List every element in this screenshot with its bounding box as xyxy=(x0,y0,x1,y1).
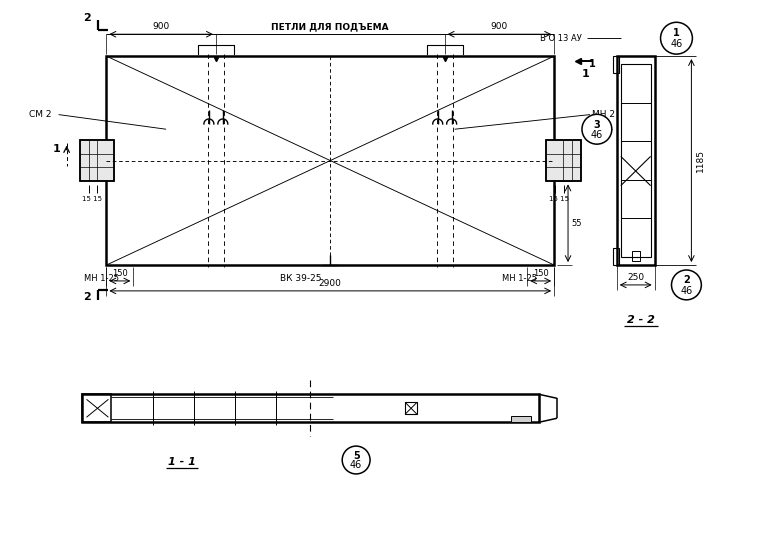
Bar xyxy=(79,140,115,182)
Bar xyxy=(79,140,115,182)
Text: 1: 1 xyxy=(53,143,60,154)
Text: 1 - 1: 1 - 1 xyxy=(168,457,196,467)
Text: 5: 5 xyxy=(353,451,360,461)
Bar xyxy=(621,64,651,257)
Text: 150: 150 xyxy=(112,269,128,278)
Text: 46: 46 xyxy=(680,286,692,295)
Bar xyxy=(82,395,539,422)
Text: 2: 2 xyxy=(683,275,690,286)
Text: ВК 39-25: ВК 39-25 xyxy=(280,274,321,284)
Text: 150: 150 xyxy=(533,269,549,278)
Text: 2: 2 xyxy=(83,292,90,302)
Circle shape xyxy=(661,22,692,54)
Text: 1: 1 xyxy=(582,69,590,79)
Bar xyxy=(546,140,581,182)
Text: 46: 46 xyxy=(670,39,682,49)
Bar xyxy=(82,395,112,422)
Bar xyxy=(613,248,619,265)
Text: МН 1-25: МН 1-25 xyxy=(502,274,537,284)
Text: 3: 3 xyxy=(594,120,601,130)
Text: 1185: 1185 xyxy=(696,149,705,172)
Text: 15 15: 15 15 xyxy=(549,196,569,202)
Bar xyxy=(613,56,619,73)
Text: 900: 900 xyxy=(490,22,508,31)
Text: 2 - 2: 2 - 2 xyxy=(626,315,655,324)
Text: МН 1-25: МН 1-25 xyxy=(84,274,119,284)
Text: 1: 1 xyxy=(588,59,595,69)
Circle shape xyxy=(672,270,701,300)
Bar xyxy=(405,402,417,414)
Bar xyxy=(106,56,554,265)
Text: 15 15: 15 15 xyxy=(83,196,102,202)
Text: 250: 250 xyxy=(627,273,644,282)
Bar xyxy=(511,416,531,422)
Text: 900: 900 xyxy=(153,22,170,31)
Text: В О 13 АУ: В О 13 АУ xyxy=(540,34,582,43)
Text: ПЕТЛИ ДЛЯ ПОДЪЕМА: ПЕТЛИ ДЛЯ ПОДЪЕМА xyxy=(271,22,389,31)
Circle shape xyxy=(582,114,612,144)
Text: 2900: 2900 xyxy=(319,279,342,288)
Text: 46: 46 xyxy=(350,460,362,471)
Text: 2: 2 xyxy=(83,13,90,23)
Circle shape xyxy=(342,446,370,474)
Text: МН 2: МН 2 xyxy=(592,110,615,119)
Text: 46: 46 xyxy=(591,130,603,140)
Text: 55: 55 xyxy=(571,219,581,228)
Bar xyxy=(546,140,581,182)
Text: СМ 2: СМ 2 xyxy=(29,110,52,119)
Bar xyxy=(617,56,655,265)
Bar xyxy=(632,251,639,261)
Text: 1: 1 xyxy=(673,29,680,38)
